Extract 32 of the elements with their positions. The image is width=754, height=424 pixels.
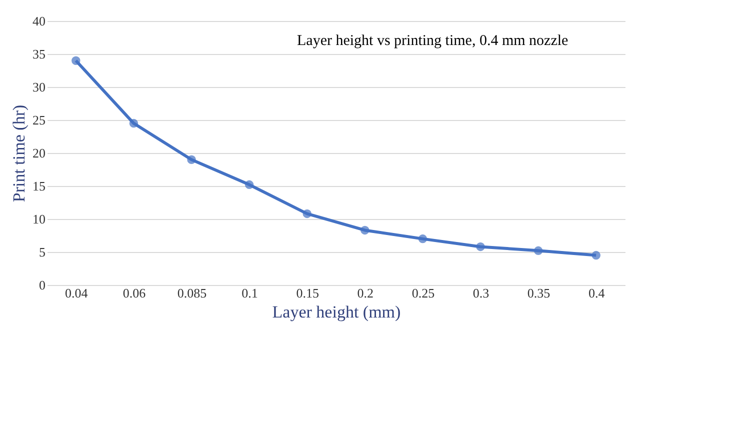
y-tick-label: 30: [32, 80, 46, 94]
x-tick-label: 0.1: [242, 286, 258, 300]
x-tick-label: 0.06: [122, 286, 146, 300]
y-tick-label: 10: [32, 212, 46, 226]
point: [72, 56, 80, 65]
x-axis-title: Layer height (mm): [272, 302, 401, 322]
x-tick-label: 0.2: [357, 286, 374, 300]
point: [244, 180, 254, 190]
x-tick-label: 0.04: [65, 286, 88, 300]
text: Layer height vs printing time, 0.4 mm nozzle: [297, 33, 569, 49]
point: [418, 234, 428, 244]
y-tick-label: 25: [32, 112, 46, 128]
point: [592, 250, 600, 260]
y-tick-label: 0: [39, 278, 46, 292]
y-tick-label: 40: [32, 14, 46, 28]
x-tick-label: 0.085: [177, 286, 207, 300]
y-tick-label: 5: [39, 244, 46, 260]
x-tick-label: 0.15: [296, 286, 319, 300]
x-tick-label: 0.25: [412, 286, 435, 300]
y-tick-label: 15: [32, 178, 46, 194]
y-tick-label: 35: [32, 46, 46, 62]
point: [302, 209, 312, 218]
x-tick-label: 0.3: [472, 286, 490, 300]
point: [360, 226, 370, 235]
y-tick-label: 20: [32, 146, 46, 160]
point: [129, 118, 138, 128]
point: [187, 155, 196, 164]
x-tick-label: 0.35: [527, 286, 550, 300]
point: [534, 246, 543, 256]
y-axis-title: Print time (hr): [10, 104, 28, 202]
point: [476, 242, 485, 252]
x-tick-label: 0.4: [588, 286, 606, 300]
